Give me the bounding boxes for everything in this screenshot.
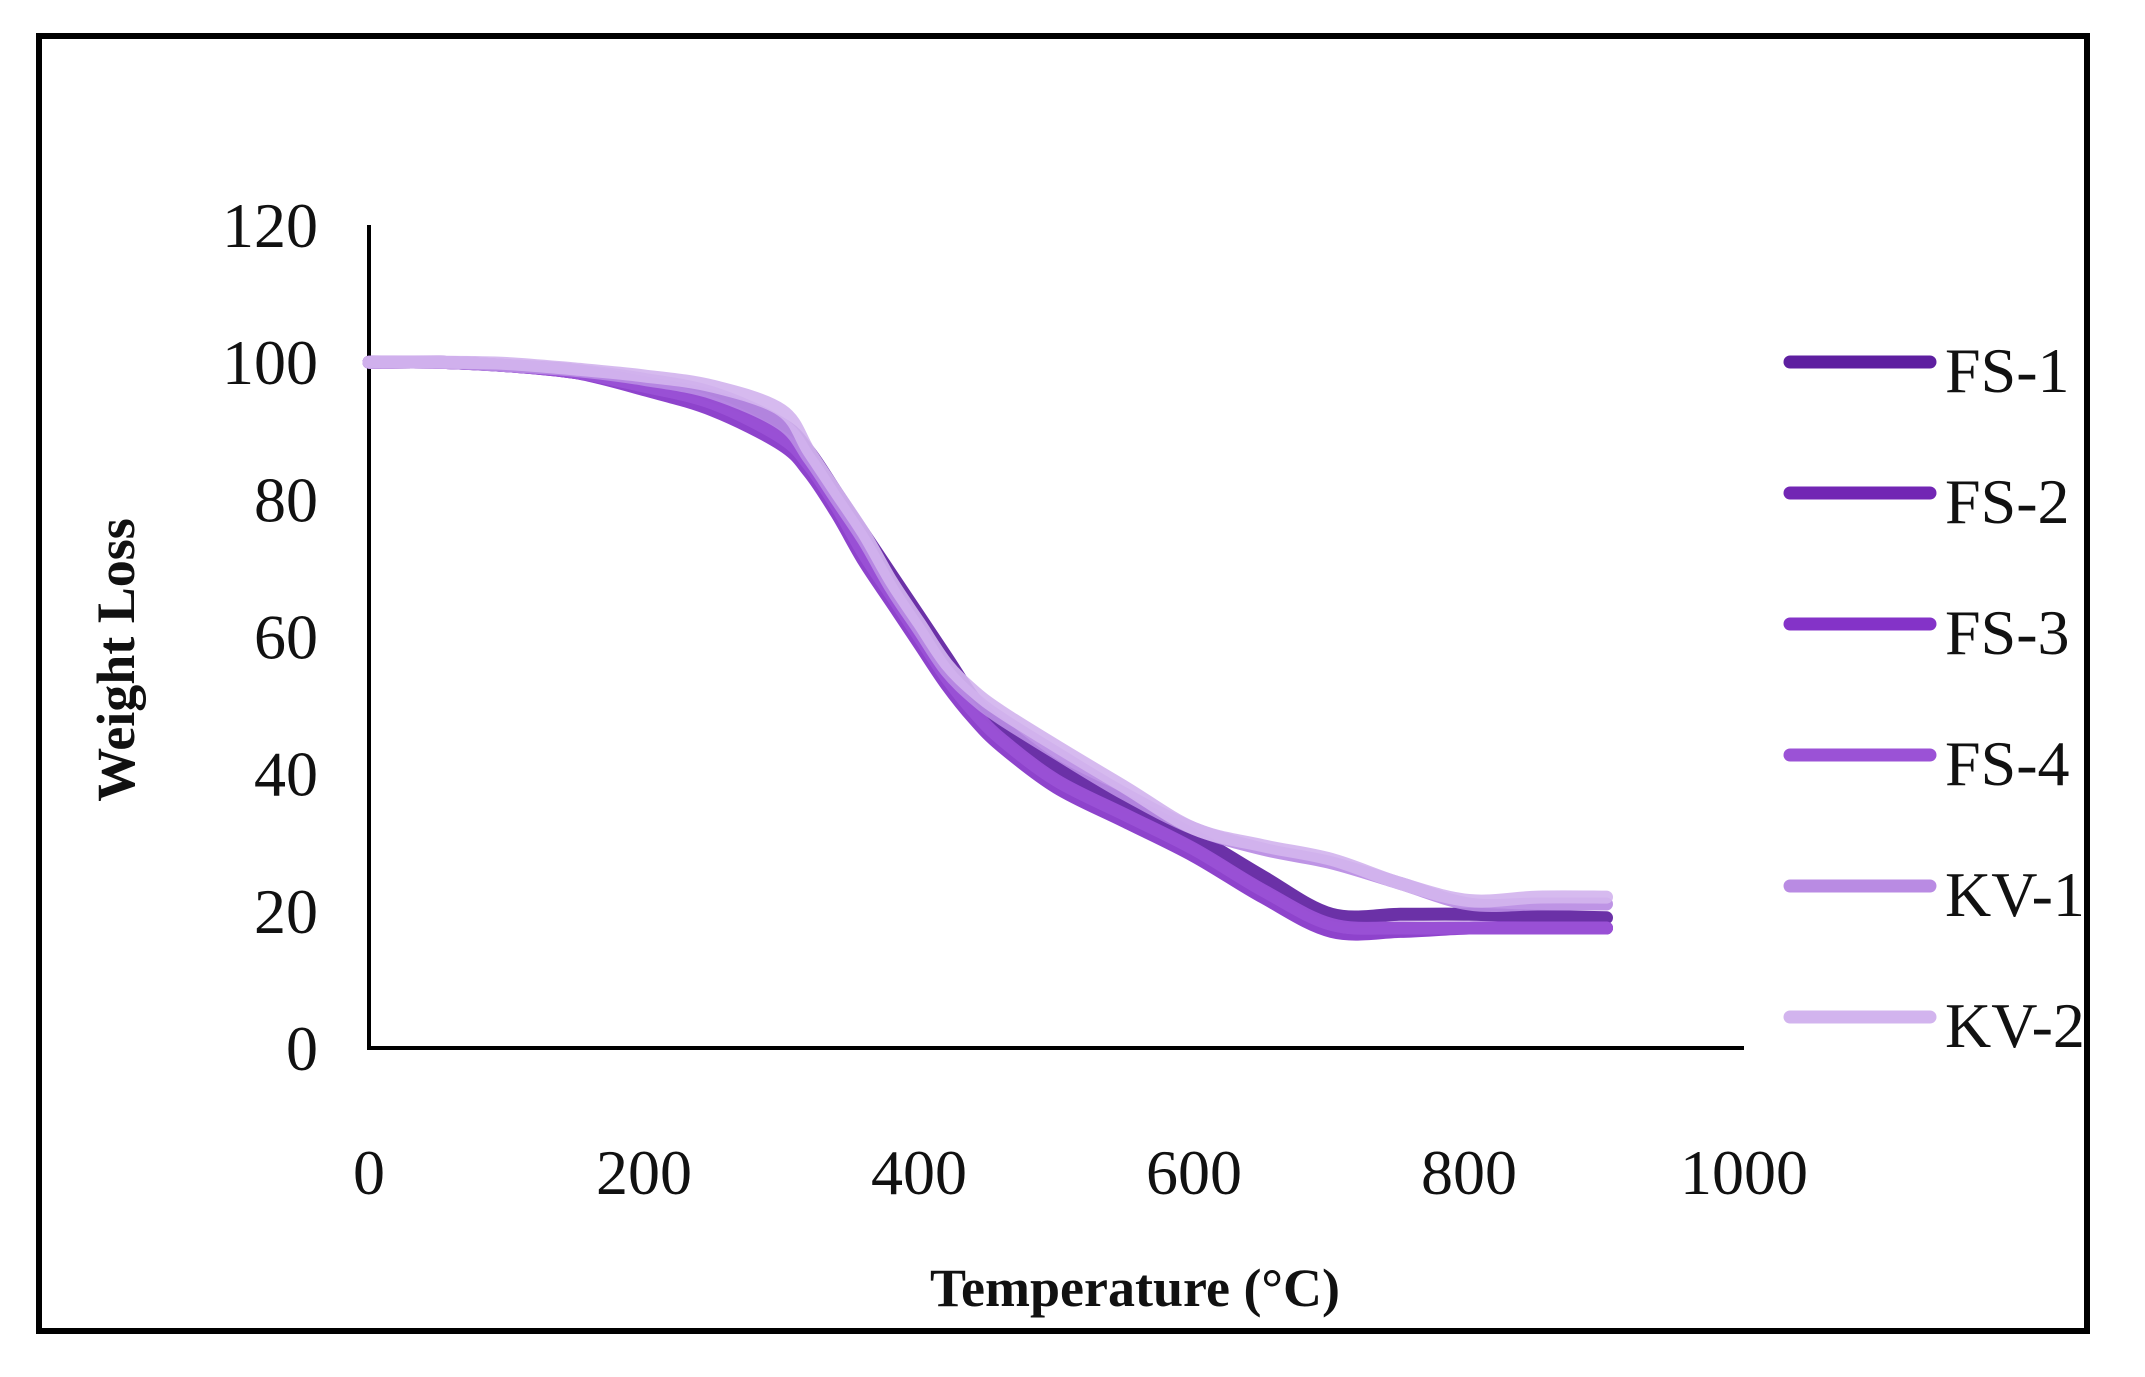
series-lines	[362, 355, 1613, 941]
y-tick-label: 20	[254, 876, 318, 947]
y-tick-label: 60	[254, 602, 318, 673]
x-tick-label: 400	[871, 1137, 967, 1208]
legend-label-fs-4: FS-4	[1945, 728, 2070, 799]
series-line-kv-2	[362, 355, 1613, 908]
series-line-fs-3	[362, 355, 1613, 941]
x-axis-title: Temperature (°C)	[930, 1258, 1340, 1318]
x-tick-label: 800	[1421, 1137, 1517, 1208]
y-axis-title: Weight Loss	[86, 518, 146, 802]
x-tick-label: 600	[1146, 1137, 1242, 1208]
y-tick-label: 0	[286, 1013, 318, 1084]
legend-label-kv-1: KV-1	[1945, 859, 2085, 930]
legend-label-kv-2: KV-2	[1945, 990, 2085, 1061]
x-tick-label: 0	[353, 1137, 385, 1208]
series-line-kv-1	[362, 355, 1613, 913]
y-tick-label: 100	[222, 327, 318, 398]
legend: FS-1 FS-2 FS-3 FS-4 KV-1 KV-2	[1783, 335, 2085, 1061]
series-line-fs-4	[362, 355, 1613, 935]
chart-frame	[36, 33, 2090, 1334]
y-tick-labels: 0 20 40 60 80 100 120	[222, 190, 318, 1084]
legend-label-fs-1: FS-1	[1945, 335, 2070, 406]
legend-label-fs-3: FS-3	[1945, 597, 2070, 668]
x-tick-label: 200	[596, 1137, 692, 1208]
legend-label-fs-2: FS-2	[1945, 466, 2070, 537]
y-tick-label: 120	[222, 190, 318, 261]
series-line-fs-2	[362, 355, 1613, 935]
series-line-fs-1	[362, 355, 1613, 925]
x-tick-labels: 0 200 400 600 800 1000	[353, 1137, 1808, 1208]
x-tick-label: 1000	[1680, 1137, 1808, 1208]
y-tick-label: 40	[254, 739, 318, 810]
y-tick-label: 80	[254, 464, 318, 535]
